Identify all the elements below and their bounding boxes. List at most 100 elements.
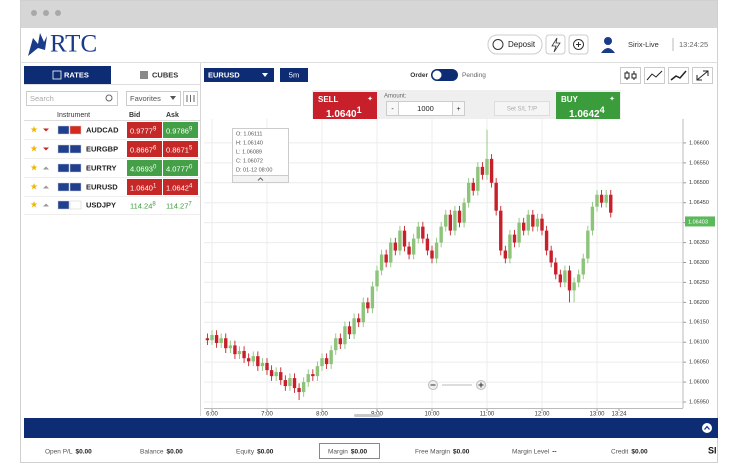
trend-arrow bbox=[43, 166, 49, 170]
flag-icon bbox=[57, 163, 70, 173]
toggle-knob bbox=[431, 69, 443, 81]
y-tick-label: 1.06500 bbox=[689, 180, 709, 186]
column-header[interactable]: Ask bbox=[166, 112, 179, 119]
user-icon-head[interactable] bbox=[604, 37, 612, 45]
deposit-label[interactable]: Deposit bbox=[508, 40, 536, 49]
favorite-star[interactable]: ★ bbox=[30, 124, 38, 134]
ohlc-collapse[interactable] bbox=[232, 175, 289, 183]
account-name[interactable]: Sirix-Live bbox=[628, 40, 659, 49]
bid-cell[interactable] bbox=[127, 122, 162, 138]
column-header[interactable]: Instrument bbox=[57, 112, 90, 119]
column-header[interactable]: Bid bbox=[129, 112, 140, 119]
ask-cell[interactable] bbox=[163, 122, 198, 138]
sell-icon: ✦ bbox=[367, 95, 373, 103]
buy-price-pip: 4 bbox=[600, 105, 605, 115]
bid-price[interactable]: 0.86676 bbox=[130, 145, 157, 154]
search-placeholder[interactable]: Search bbox=[30, 94, 54, 103]
sell-label[interactable]: SELL bbox=[318, 95, 339, 104]
deposit-button[interactable] bbox=[487, 34, 543, 55]
filter-label[interactable]: Favorites bbox=[130, 94, 161, 103]
candle-body bbox=[237, 350, 242, 355]
user-icon-body[interactable] bbox=[601, 48, 615, 53]
instrument-symbol[interactable]: EURUSD bbox=[86, 182, 118, 191]
draw-icon bbox=[670, 70, 687, 81]
flag-icon bbox=[57, 144, 70, 154]
margin-box[interactable] bbox=[319, 443, 380, 459]
candle-body bbox=[485, 158, 489, 175]
timeframe-select[interactable] bbox=[280, 68, 308, 82]
y-tick-label: 1.06600 bbox=[689, 140, 709, 146]
ask-cell[interactable] bbox=[163, 160, 198, 176]
bid-cell[interactable] bbox=[127, 160, 162, 176]
instrument-symbol[interactable]: USDJPY bbox=[86, 200, 116, 209]
candle-body bbox=[434, 242, 439, 259]
ask-price-main: 0.8671 bbox=[166, 145, 189, 154]
expand-button[interactable] bbox=[702, 423, 712, 433]
bid-price[interactable]: 0.97779 bbox=[130, 126, 157, 135]
rates-tab[interactable] bbox=[24, 66, 111, 84]
candle-body bbox=[292, 378, 297, 389]
x-tick-label: 8:00 bbox=[316, 412, 328, 418]
order-label[interactable]: Order bbox=[410, 72, 428, 79]
candle-body bbox=[586, 230, 590, 259]
tab-label[interactable]: CUBES bbox=[152, 70, 178, 79]
bid-cell[interactable] bbox=[127, 141, 162, 157]
bid-cell[interactable] bbox=[127, 179, 162, 195]
candle-body bbox=[512, 234, 517, 243]
pending-label[interactable]: Pending bbox=[462, 72, 486, 79]
favorite-star[interactable]: ★ bbox=[30, 162, 38, 172]
sltp-label[interactable]: Set S/L T/P bbox=[507, 107, 537, 113]
filter-select[interactable] bbox=[126, 91, 181, 106]
candle-body bbox=[421, 226, 425, 239]
candle-body bbox=[604, 194, 608, 203]
buy-price[interactable]: 1.06424 bbox=[569, 105, 605, 119]
favorite-star[interactable]: ★ bbox=[30, 199, 38, 209]
favorite-star[interactable]: ★ bbox=[30, 181, 38, 191]
amount-value[interactable]: 1000 bbox=[417, 104, 434, 113]
lightning-button[interactable] bbox=[545, 34, 566, 55]
bid-price[interactable]: 1.06401 bbox=[130, 183, 157, 192]
buy-label[interactable]: BUY bbox=[561, 95, 579, 104]
y-tick-label: 1.06000 bbox=[689, 380, 709, 386]
tab-label[interactable]: RATES bbox=[64, 70, 89, 79]
symbol-select[interactable] bbox=[204, 68, 274, 82]
ask-price[interactable]: 1.06424 bbox=[166, 183, 193, 192]
ask-price[interactable]: 0.97869 bbox=[166, 126, 193, 135]
candle-body bbox=[480, 166, 485, 175]
plus-button[interactable] bbox=[452, 101, 465, 116]
candle-body bbox=[338, 338, 343, 345]
instrument-symbol[interactable]: EURTRY bbox=[86, 163, 117, 172]
plus-label[interactable]: + bbox=[456, 106, 460, 113]
bid-price[interactable]: 4.06930 bbox=[130, 164, 157, 173]
candle-body bbox=[576, 274, 581, 283]
candles-button[interactable] bbox=[620, 67, 641, 84]
favorite-star[interactable]: ★ bbox=[30, 143, 38, 153]
minus-label[interactable]: - bbox=[391, 106, 394, 113]
ask-price[interactable]: 0.86715 bbox=[166, 145, 193, 154]
sell-price[interactable]: 1.06401 bbox=[326, 105, 362, 119]
ask-price[interactable]: 4.07770 bbox=[166, 164, 193, 173]
account-summary: Open P/L $0.00 Balance $0.00 Equity $0.00 Marg… bbox=[45, 443, 717, 459]
ask-cell[interactable] bbox=[163, 179, 198, 195]
ask-price[interactable]: 114.277 bbox=[166, 201, 192, 210]
instrument-symbol[interactable]: EURGBP bbox=[86, 144, 118, 153]
draw-button[interactable] bbox=[668, 67, 689, 84]
dropdown-arrow bbox=[170, 96, 176, 100]
candle-body bbox=[256, 356, 260, 367]
candle-body bbox=[448, 214, 453, 231]
candle-body bbox=[205, 338, 210, 341]
timeframe-label[interactable]: 5m bbox=[289, 70, 299, 79]
y-tick-label: 1.06300 bbox=[689, 260, 709, 266]
sell-price-main: 1.0640 bbox=[326, 109, 357, 120]
search-box[interactable] bbox=[26, 91, 118, 106]
sell-button[interactable] bbox=[313, 92, 377, 121]
sltp-button[interactable] bbox=[494, 101, 550, 116]
instrument-symbol[interactable]: AUDCAD bbox=[86, 125, 119, 134]
symbol-label[interactable]: EURUSD bbox=[208, 70, 240, 79]
resize-handle[interactable] bbox=[354, 414, 380, 417]
window-dot bbox=[55, 10, 61, 16]
buy-button[interactable] bbox=[556, 92, 620, 121]
bid-price[interactable]: 114.248 bbox=[130, 201, 156, 210]
layout-icon bbox=[186, 95, 195, 102]
ask-cell[interactable] bbox=[163, 141, 198, 157]
